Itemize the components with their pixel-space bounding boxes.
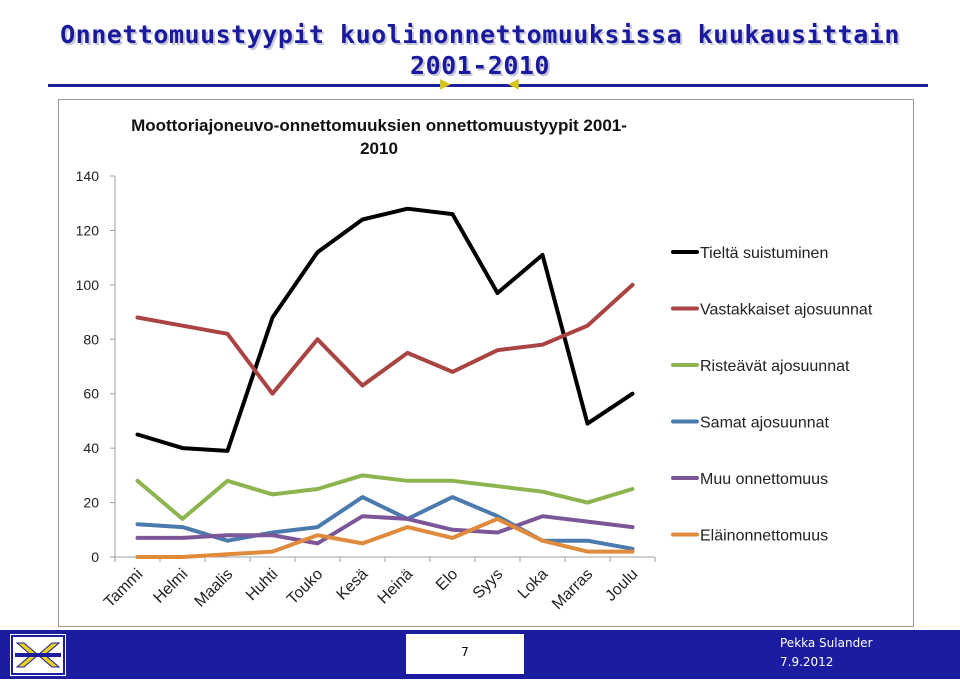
series-line-6 xyxy=(135,516,635,559)
series-line-3 xyxy=(135,473,635,521)
organization-logo xyxy=(10,634,66,676)
slide-date: 7.9.2012 xyxy=(780,655,834,669)
x-tick-label: Helmi xyxy=(150,566,191,607)
series-line-2 xyxy=(135,282,635,396)
legend-label: Vastakkaiset ajosuunnat xyxy=(700,302,873,319)
x-tick-label: Loka xyxy=(515,566,552,603)
y-tick-label: 40 xyxy=(83,440,99,456)
y-tick-label: 0 xyxy=(91,549,99,565)
x-tick-label: Kesä xyxy=(334,566,372,604)
legend-label: Tieltä suistuminen xyxy=(700,245,828,262)
y-tick-label: 20 xyxy=(83,495,99,511)
chart-title-continued: 2010 xyxy=(360,139,398,158)
x-tick-label: Maalis xyxy=(192,566,237,611)
arrow-left-icon: ◀ xyxy=(508,76,519,92)
series-line-1 xyxy=(135,206,635,453)
title-underline xyxy=(48,84,928,87)
x-tick-label: Marras xyxy=(549,566,596,613)
x-tick-label: Syys xyxy=(470,566,507,603)
chart-title: Moottoriajoneuvo-onnettomuuksien onnetto… xyxy=(131,116,627,135)
author-name: Pekka Sulander xyxy=(780,636,873,650)
chart-area: Moottoriajoneuvo-onnettomuuksien onnetto… xyxy=(58,99,914,627)
y-tick-label: 140 xyxy=(76,168,100,184)
slide-title: Onnettomuustyypit kuolinonnettomuuksissa… xyxy=(60,20,900,49)
series-line-4 xyxy=(135,495,635,551)
legend-label: Muu onnettomuus xyxy=(700,471,828,488)
y-tick-label: 100 xyxy=(76,277,100,293)
arrow-right-icon: ▶ xyxy=(440,76,451,92)
page-number-box xyxy=(406,634,524,674)
legend-label: Risteävät ajosuunnat xyxy=(700,358,850,375)
x-tick-label: Tammi xyxy=(101,566,146,611)
slide-title-years: 2001-2010 xyxy=(410,51,550,80)
page-number: 7 xyxy=(461,645,469,659)
x-tick-label: Touko xyxy=(284,566,326,608)
y-tick-label: 80 xyxy=(83,331,99,347)
series-line-5 xyxy=(135,514,635,546)
logo-arrows-icon xyxy=(11,635,65,675)
y-tick-label: 120 xyxy=(76,222,100,238)
x-tick-label: Elo xyxy=(433,566,461,594)
legend-label: Eläinonnettomuus xyxy=(700,528,828,545)
line-chart: Moottoriajoneuvo-onnettomuuksien onnetto… xyxy=(76,116,873,613)
x-tick-label: Heinä xyxy=(375,566,417,608)
x-tick-label: Joulu xyxy=(602,566,641,605)
legend-label: Samat ajosuunnat xyxy=(700,415,830,432)
y-tick-label: 60 xyxy=(83,386,99,402)
x-tick-label: Huhti xyxy=(243,566,281,604)
